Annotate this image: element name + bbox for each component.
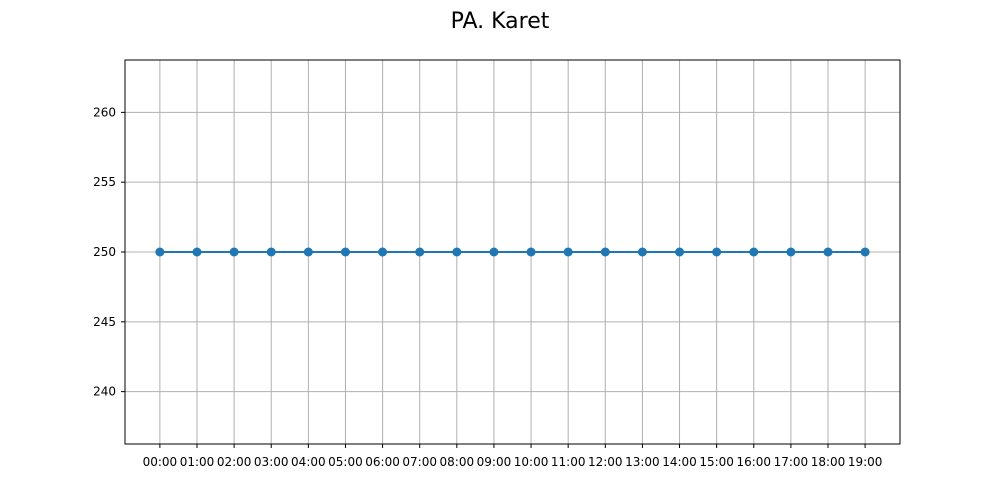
x-tick-label: 05:00 bbox=[328, 455, 363, 469]
data-point bbox=[600, 247, 610, 257]
data-point bbox=[378, 247, 388, 257]
x-tick-label: 03:00 bbox=[254, 455, 289, 469]
x-tick-label: 17:00 bbox=[774, 455, 809, 469]
data-point bbox=[303, 247, 313, 257]
x-axis: 00:00 01:00 02:00 03:00 04:00 05:00 06:00 07:00… bbox=[143, 444, 883, 469]
y-tick-label: 255 bbox=[93, 175, 116, 189]
x-tick-label: 02:00 bbox=[217, 455, 252, 469]
data-point bbox=[229, 247, 239, 257]
chart-title: PA. Karet bbox=[451, 9, 550, 34]
y-tick-label: 240 bbox=[93, 385, 116, 399]
y-tick-label: 260 bbox=[93, 105, 116, 119]
series-layer bbox=[155, 247, 870, 257]
x-tick-label: 07:00 bbox=[402, 455, 437, 469]
x-tick-label: 11:00 bbox=[551, 455, 586, 469]
data-point bbox=[340, 247, 350, 257]
x-tick-label: 12:00 bbox=[588, 455, 623, 469]
y-axis: 240 245 250 255 260 bbox=[93, 105, 125, 399]
x-tick-label: 04:00 bbox=[291, 455, 326, 469]
y-tick-label: 245 bbox=[93, 315, 116, 329]
x-tick-label: 08:00 bbox=[440, 455, 475, 469]
data-point bbox=[823, 247, 833, 257]
data-point bbox=[749, 247, 759, 257]
x-tick-label: 15:00 bbox=[699, 455, 734, 469]
data-point bbox=[786, 247, 796, 257]
x-tick-label: 14:00 bbox=[662, 455, 697, 469]
data-point bbox=[415, 247, 425, 257]
data-point bbox=[266, 247, 276, 257]
data-point bbox=[860, 247, 870, 257]
x-tick-label: 01:00 bbox=[180, 455, 215, 469]
data-point bbox=[452, 247, 462, 257]
x-tick-label: 10:00 bbox=[514, 455, 549, 469]
data-point bbox=[192, 247, 202, 257]
data-point bbox=[489, 247, 499, 257]
y-tick-label: 250 bbox=[93, 245, 116, 259]
data-point bbox=[526, 247, 536, 257]
data-point bbox=[712, 247, 722, 257]
data-point bbox=[563, 247, 573, 257]
x-tick-label: 00:00 bbox=[143, 455, 178, 469]
x-tick-label: 19:00 bbox=[848, 455, 883, 469]
data-point bbox=[155, 247, 165, 257]
x-tick-label: 06:00 bbox=[365, 455, 400, 469]
x-tick-label: 09:00 bbox=[477, 455, 512, 469]
data-point bbox=[675, 247, 685, 257]
data-point bbox=[637, 247, 647, 257]
x-tick-label: 18:00 bbox=[811, 455, 846, 469]
x-tick-label: 13:00 bbox=[625, 455, 660, 469]
x-tick-label: 16:00 bbox=[736, 455, 771, 469]
